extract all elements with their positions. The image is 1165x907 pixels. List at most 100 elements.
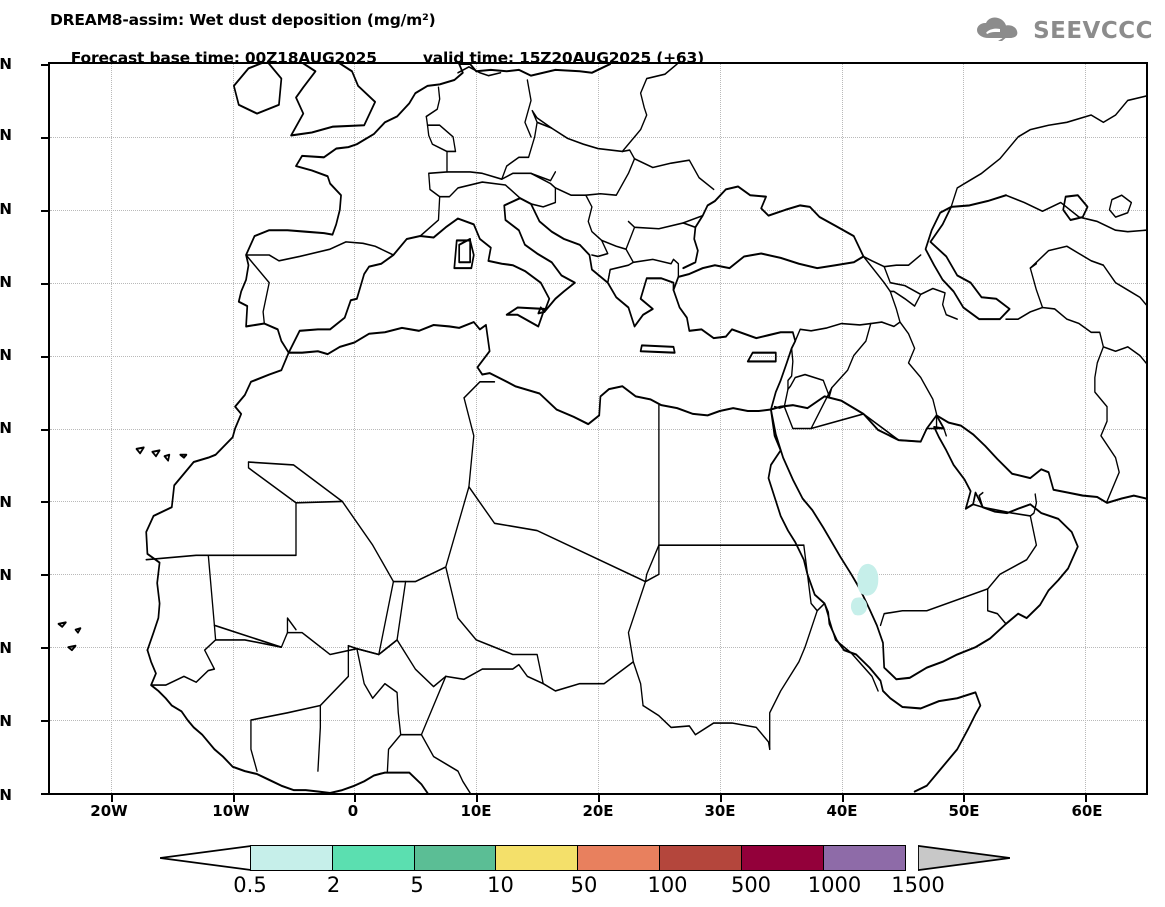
coast-med-north bbox=[287, 197, 675, 354]
xlabel-20E: 20E bbox=[582, 802, 614, 820]
tick-lat-10N bbox=[41, 720, 50, 723]
coast-africa-north bbox=[145, 321, 772, 652]
border-algeria bbox=[247, 397, 475, 583]
chart-title: DREAM8-assim: Wet dust deposition (mg/m²… bbox=[50, 11, 436, 29]
coast-arabia bbox=[770, 395, 1079, 681]
ylabel-30N: 30N bbox=[0, 419, 12, 437]
border-iran-iraq bbox=[899, 321, 938, 430]
border-afghan-turkmen bbox=[1102, 264, 1146, 306]
border-germany-poland bbox=[524, 79, 532, 138]
border-iran-east bbox=[1005, 306, 1120, 503]
coast-caspian-sea bbox=[924, 205, 1011, 321]
border-uae bbox=[982, 493, 1038, 517]
border-afghan-iran bbox=[1102, 346, 1146, 364]
gridline-lat-25N bbox=[50, 501, 1146, 503]
colorbar-label-5: 5 bbox=[410, 873, 424, 897]
tick-lat-25N bbox=[41, 501, 50, 504]
border-libya bbox=[468, 404, 660, 583]
ylabel-25N: 25N bbox=[0, 493, 12, 511]
coast-ireland bbox=[233, 64, 283, 115]
tick-lat-5N bbox=[41, 793, 50, 795]
border-lux-belgium bbox=[426, 124, 457, 153]
border-poland-czech bbox=[536, 121, 553, 129]
tick-lat-20N bbox=[41, 574, 50, 577]
xlabel-0: 0 bbox=[347, 802, 359, 820]
tick-lat-30N bbox=[41, 428, 50, 431]
dust-deposition-patches bbox=[850, 563, 879, 616]
coast-cape-verde bbox=[57, 621, 82, 652]
border-sudan-eritrea bbox=[803, 544, 826, 612]
xlabel-10W: 10W bbox=[212, 802, 250, 820]
cloud-wind-icon bbox=[977, 17, 1018, 41]
tick-lat-35N bbox=[41, 355, 50, 358]
colorbar-band-8 bbox=[822, 845, 907, 871]
tick-lat-50N bbox=[41, 136, 50, 139]
colorbar-label-50: 50 bbox=[570, 873, 598, 897]
colorbar-bands bbox=[250, 845, 918, 871]
gridline-lat-20N bbox=[50, 574, 1146, 576]
tick-lon-0 bbox=[354, 793, 357, 802]
border-bulgaria-romania bbox=[625, 220, 697, 250]
tick-lat-45N bbox=[41, 209, 50, 212]
border-denmark bbox=[457, 66, 502, 77]
coast-great-britain bbox=[290, 64, 376, 137]
border-italy-alps bbox=[419, 181, 521, 237]
gridline-lat-15N bbox=[50, 647, 1146, 649]
border-kazakh-uzbek bbox=[1005, 194, 1146, 233]
tick-lon-60E bbox=[1085, 793, 1088, 802]
tick-lon-10W bbox=[232, 793, 235, 802]
border-netherlands bbox=[425, 86, 441, 118]
border-kuwait bbox=[935, 427, 947, 437]
xlabel-50E: 50E bbox=[948, 802, 980, 820]
xlabel-10E: 10E bbox=[460, 802, 492, 820]
coast-red-sea-west-horn bbox=[767, 408, 982, 793]
coast-canary-islands bbox=[135, 446, 188, 462]
border-chad-car bbox=[542, 660, 634, 692]
border-lebanon bbox=[787, 347, 794, 390]
chart-header: DREAM8-assim: Wet dust deposition (mg/m²… bbox=[0, 0, 1165, 67]
colorbar-tick-labels: 0.5 2 5 10 50 100 500 1000 1500 bbox=[160, 872, 1010, 902]
colorbar-label-2: 2 bbox=[326, 873, 341, 897]
border-russia-kazakhstan bbox=[950, 95, 1146, 208]
border-syria-jordan bbox=[787, 373, 831, 398]
border-sudan-south bbox=[642, 704, 771, 751]
ylabel-5N: 5N bbox=[0, 786, 12, 804]
border-uzbek-turkmen bbox=[1029, 245, 1105, 269]
colorbar-band-6 bbox=[659, 845, 743, 871]
tick-lon-20E bbox=[598, 793, 600, 802]
coast-sardinia bbox=[453, 239, 475, 270]
border-macedonia-greece bbox=[600, 239, 634, 284]
colorbar-label-100: 100 bbox=[647, 873, 688, 897]
map-plot-area[interactable] bbox=[41, 62, 1148, 802]
colorbar[interactable]: 0.5 2 5 10 50 100 500 1000 1500 bbox=[160, 845, 1010, 897]
border-slovenia-croatia bbox=[530, 172, 557, 208]
coast-aral-sea bbox=[1062, 194, 1089, 222]
border-jordan-saudi bbox=[783, 386, 833, 430]
border-spain-france bbox=[245, 241, 395, 262]
border-saudi-iraq bbox=[810, 413, 938, 443]
colorbar-band-3 bbox=[413, 845, 498, 871]
ylabel-35N: 35N bbox=[0, 346, 12, 364]
border-western-sahara bbox=[145, 461, 297, 561]
tick-lon-30E bbox=[719, 793, 722, 802]
colorbar-label-1000: 1000 bbox=[807, 873, 862, 897]
border-mali-south bbox=[286, 580, 407, 656]
border-romania-danube bbox=[682, 214, 704, 224]
border-nigeria-cameroon bbox=[420, 733, 471, 793]
seevccc-logo: SEEVCCC bbox=[975, 14, 1153, 48]
coast-africa-west bbox=[146, 649, 429, 793]
colorbar-band-4 bbox=[495, 845, 579, 871]
border-iran-azerbaijan bbox=[920, 287, 958, 320]
border-burkina-mali bbox=[347, 639, 398, 656]
tick-lat-40N bbox=[41, 282, 50, 285]
border-israel bbox=[773, 388, 789, 409]
ylabel-10N: 10N bbox=[0, 712, 12, 730]
border-albania-greece bbox=[607, 268, 611, 284]
ylabel-50N: 50N bbox=[0, 126, 12, 144]
coast-levant-turkey-south bbox=[672, 252, 865, 411]
border-czech-poland-slovakia bbox=[501, 109, 636, 180]
coast-black-sea-north bbox=[682, 185, 865, 270]
border-nigeria-north bbox=[400, 675, 447, 736]
border-senegal bbox=[150, 624, 217, 686]
border-france-germany bbox=[425, 115, 448, 173]
